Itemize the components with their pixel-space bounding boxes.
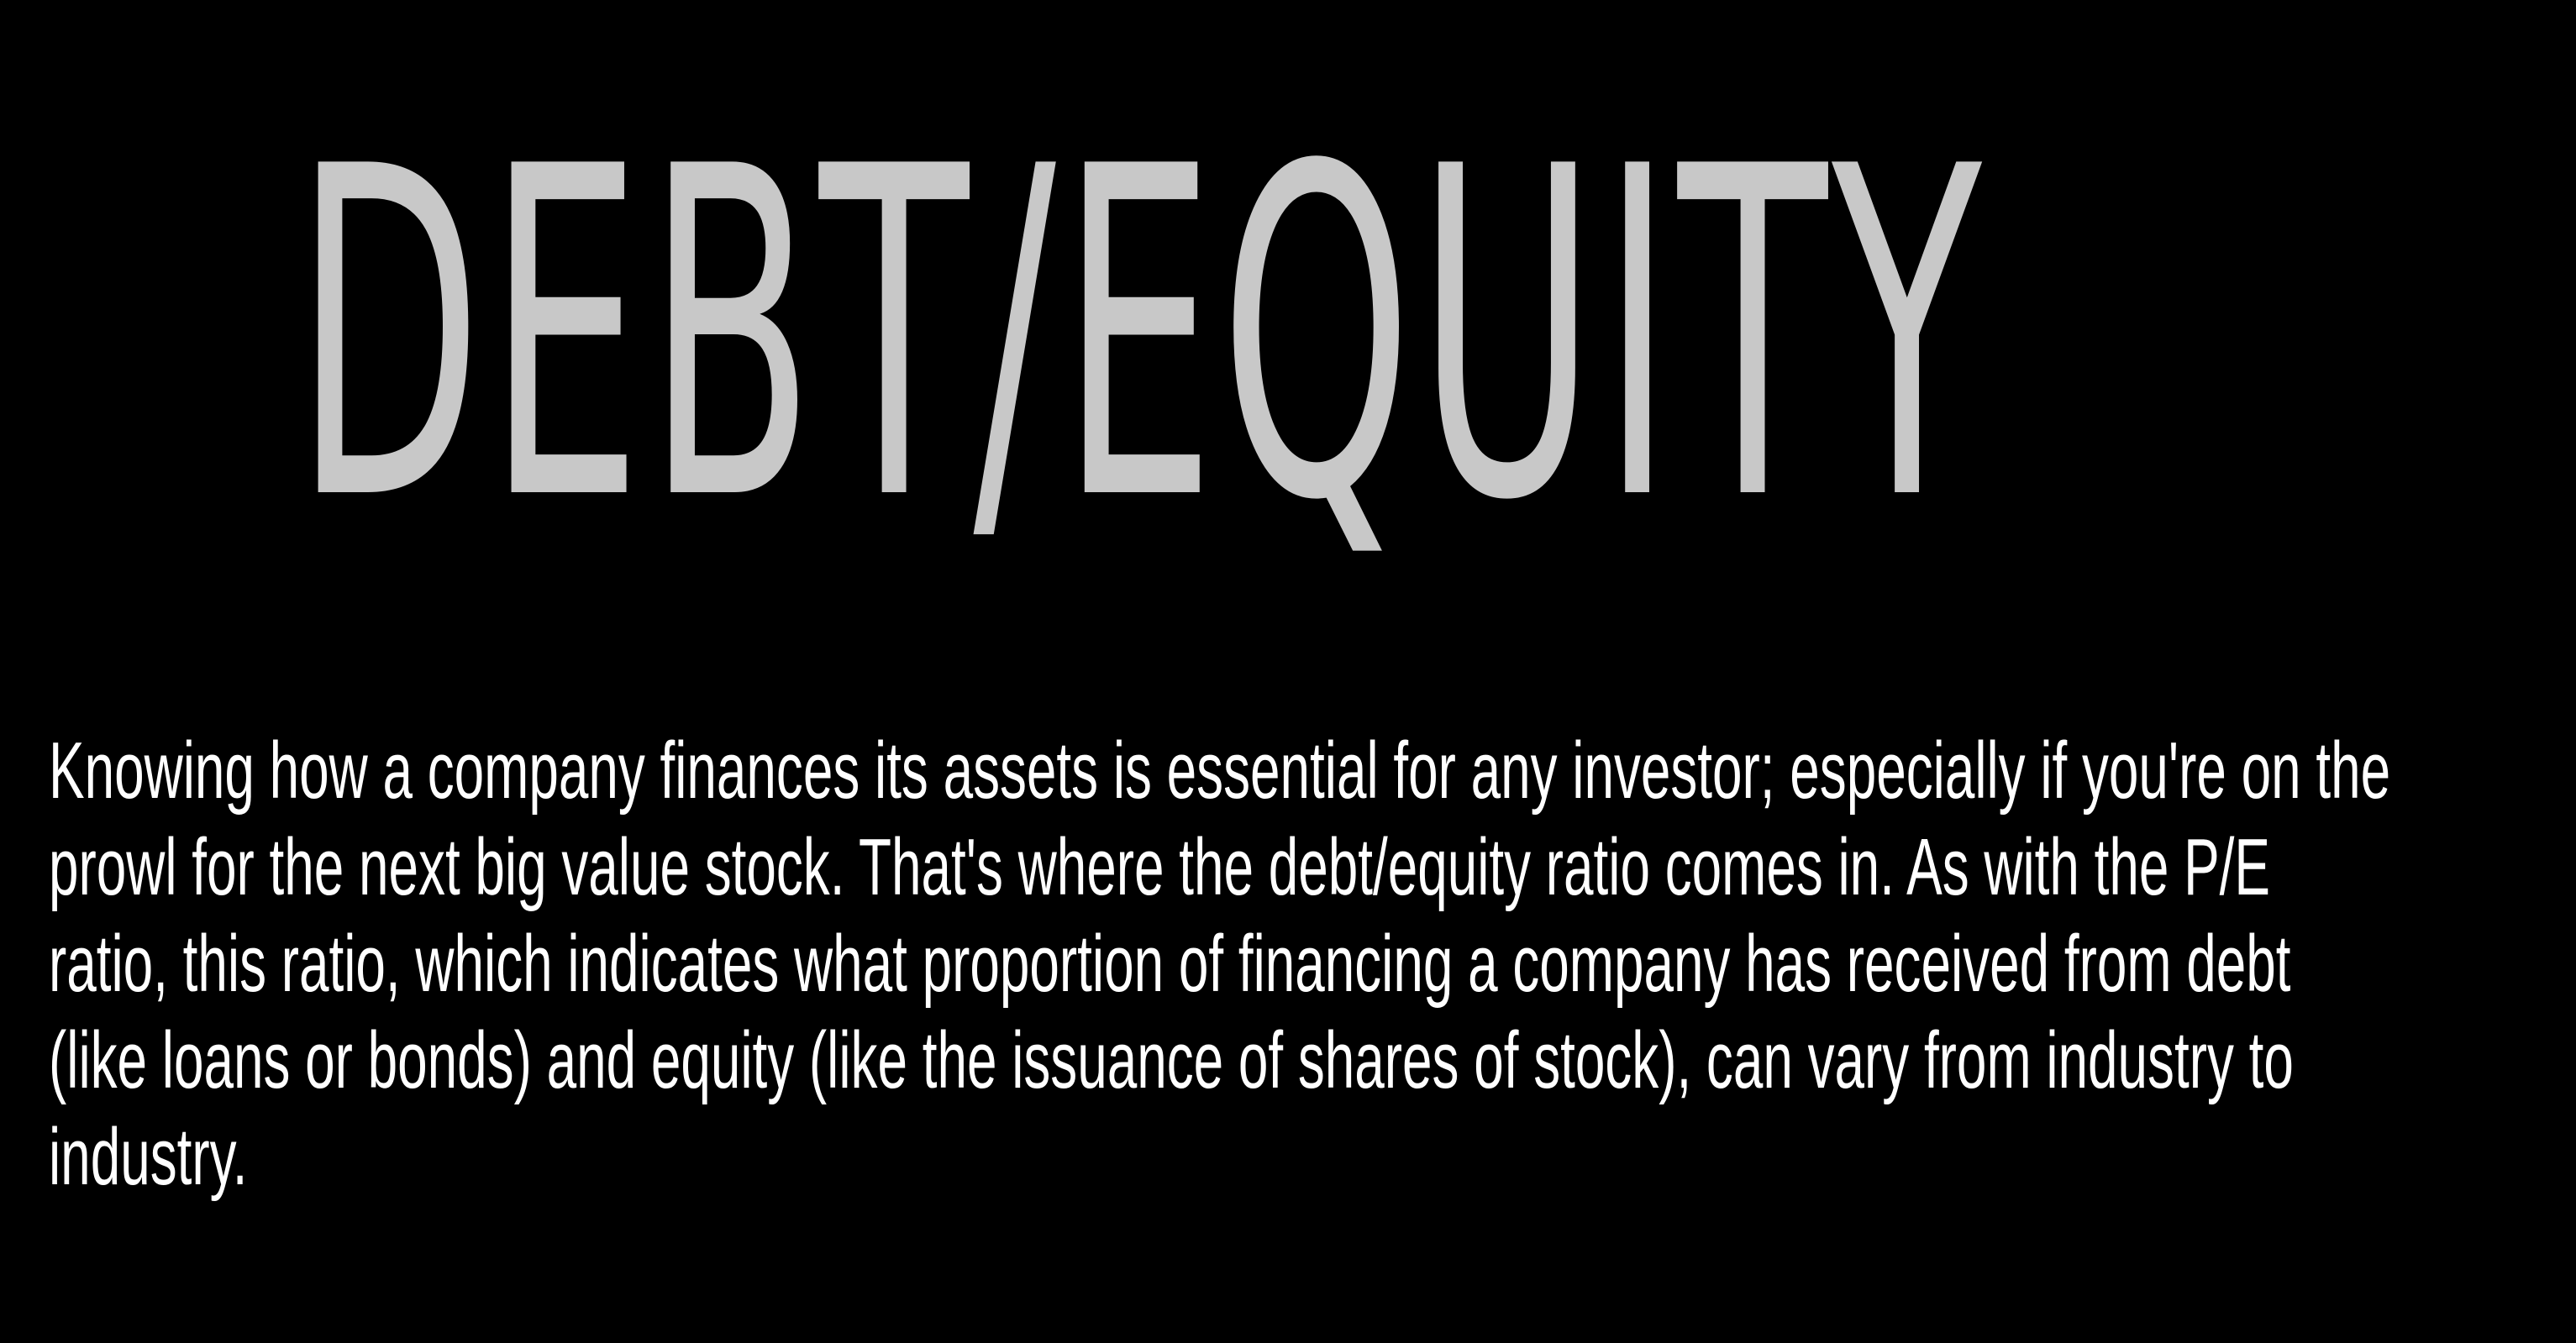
body-line: prowl for the next big value stock. That… [49,822,2270,912]
slide-body-paragraph: Knowing how a company finances its asset… [49,722,2391,1205]
body-line: ratio, this ratio, which indicates what … [49,919,2291,1009]
body-line: (like loans or bonds) and equity (like t… [49,1015,2294,1105]
body-line: Knowing how a company finances its asset… [49,726,2391,816]
body-line: industry. [49,1112,248,1202]
slide-title: DEBT/EQUITY [294,72,1987,600]
